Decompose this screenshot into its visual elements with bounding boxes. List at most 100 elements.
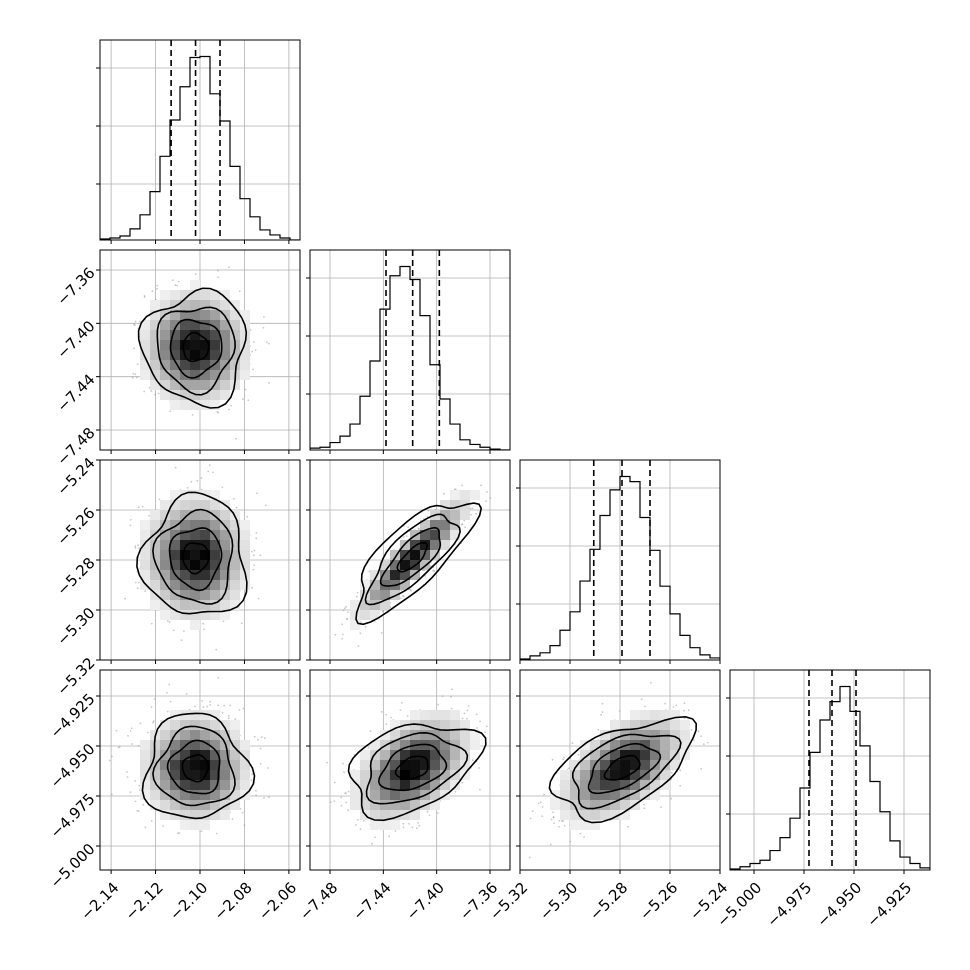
density-cell xyxy=(200,730,210,740)
density-cell xyxy=(230,300,240,310)
sample-point xyxy=(640,698,643,701)
density-cell xyxy=(140,550,150,560)
sample-point xyxy=(329,801,332,803)
density-cell xyxy=(470,490,480,500)
sample-point xyxy=(141,505,144,508)
sample-point xyxy=(478,767,480,769)
sample-point xyxy=(403,536,405,538)
density-cell xyxy=(150,370,160,380)
y-tick-label: −5.30 xyxy=(53,604,98,649)
sample-point xyxy=(463,519,466,522)
sample-point xyxy=(579,832,582,835)
density-cell xyxy=(160,530,170,540)
sample-point xyxy=(138,581,140,584)
density-cell xyxy=(460,730,470,740)
hist-content xyxy=(730,670,930,870)
sample-point xyxy=(227,717,230,720)
sample-point xyxy=(343,771,345,774)
sample-point xyxy=(563,824,566,827)
density-cell xyxy=(390,790,400,800)
density-cell xyxy=(140,560,150,570)
density-cell xyxy=(450,780,460,790)
density-cell xyxy=(210,560,220,570)
density-cell xyxy=(190,530,200,540)
sample-point xyxy=(134,800,137,803)
density-cell xyxy=(230,350,240,360)
sample-point xyxy=(134,320,137,323)
density-cell xyxy=(160,340,170,350)
density-cell xyxy=(380,750,390,760)
sample-point xyxy=(129,791,132,794)
density-cell xyxy=(200,810,210,820)
sample-point xyxy=(340,804,343,807)
density-cell xyxy=(620,780,630,790)
density-cell xyxy=(650,730,660,740)
density-cell xyxy=(620,790,630,800)
density-cell xyxy=(410,810,420,820)
sample-point xyxy=(700,767,703,770)
sample-point xyxy=(406,715,409,717)
y-tick-label: −7.40 xyxy=(53,317,98,362)
density-cell xyxy=(190,570,200,580)
density-cell xyxy=(640,760,650,770)
density-cell xyxy=(410,780,420,790)
density-cell xyxy=(160,390,170,400)
density-cell xyxy=(360,770,370,780)
sample-point xyxy=(177,280,180,283)
sample-point xyxy=(451,688,453,691)
density-cell xyxy=(190,320,200,330)
density-cell xyxy=(140,740,150,750)
sample-point xyxy=(262,326,265,329)
density-cell xyxy=(360,780,370,790)
density-cell xyxy=(200,710,210,720)
density-cell xyxy=(190,380,200,390)
contour-4 xyxy=(136,491,248,615)
sample-point xyxy=(407,526,410,529)
density-cell xyxy=(170,510,180,520)
density-cell xyxy=(240,370,250,380)
density-cell xyxy=(180,380,190,390)
density-cell xyxy=(410,710,420,720)
density-cell xyxy=(200,510,210,520)
density-cell xyxy=(420,530,430,540)
sample-point xyxy=(171,279,174,282)
density-cell xyxy=(590,800,600,810)
sample-point xyxy=(129,518,132,521)
density-cell xyxy=(180,590,190,600)
density-cell xyxy=(210,760,220,770)
density-cell xyxy=(590,810,600,820)
density-cell xyxy=(210,550,220,560)
density-cell xyxy=(160,560,170,570)
sample-point xyxy=(601,711,604,713)
density-cell xyxy=(640,790,650,800)
sample-point xyxy=(597,728,600,731)
density-cell xyxy=(210,610,220,620)
density-cell xyxy=(580,770,590,780)
sample-point xyxy=(380,632,383,634)
grid xyxy=(730,670,930,870)
sample-point xyxy=(241,811,244,814)
density-cell xyxy=(160,510,170,520)
density-map xyxy=(140,710,250,830)
density-cell xyxy=(410,790,420,800)
sample-point xyxy=(251,586,254,589)
density-cell xyxy=(190,770,200,780)
sample-point xyxy=(362,820,365,822)
density-cell xyxy=(440,500,450,510)
sample-point xyxy=(399,709,402,711)
density-cell xyxy=(150,600,160,610)
sample-point xyxy=(151,290,154,292)
density-cell xyxy=(170,610,180,620)
sample-point xyxy=(230,404,233,407)
density-cell xyxy=(190,600,200,610)
density-cell xyxy=(200,310,210,320)
hist-step-1 xyxy=(100,55,300,240)
sample-point xyxy=(401,702,403,704)
density-cell xyxy=(220,590,230,600)
sample-point xyxy=(129,524,132,527)
sample-point xyxy=(157,235,159,237)
density-cell xyxy=(450,510,460,520)
density-cell xyxy=(450,710,460,720)
scatter-content xyxy=(334,484,492,647)
density-cell xyxy=(190,580,200,590)
